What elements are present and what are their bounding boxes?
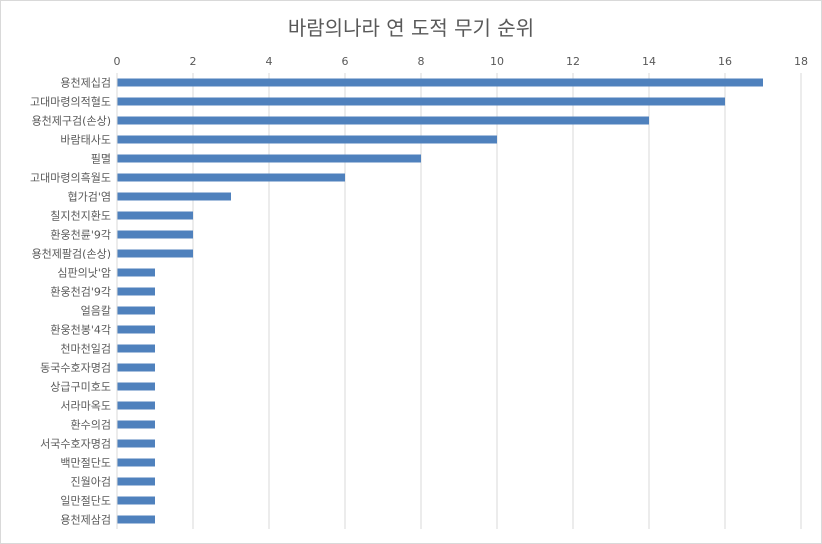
bar	[117, 382, 155, 391]
category-label: 일만절단도	[60, 494, 111, 508]
bar	[117, 439, 155, 448]
x-axis-ticks: 0 2 4 6 8 10 12 14 16 18	[114, 55, 809, 68]
category-label: 얼음칼	[81, 304, 111, 318]
category-label: 천마천일검	[60, 342, 111, 356]
bar	[117, 192, 231, 201]
bar	[117, 458, 155, 467]
category-label: 칠지천지환도	[50, 209, 111, 223]
category-label: 용천제팔검(손상)	[32, 247, 111, 261]
bar	[117, 496, 155, 505]
category-label: 바람태사도	[60, 134, 111, 147]
x-tick-label: 0	[114, 55, 121, 68]
category-label: 용천제삼검	[60, 513, 111, 527]
x-tick-label: 2	[190, 55, 197, 68]
category-label: 환수의검	[71, 419, 111, 432]
category-label: 환웅천륜'9각	[50, 228, 111, 242]
bar	[117, 78, 763, 87]
bar	[117, 420, 155, 429]
x-tick-label: 14	[642, 55, 656, 68]
x-tick-label: 12	[566, 55, 580, 68]
category-label: 상급구미호도	[50, 381, 111, 394]
category-label: 동국수호자명검	[40, 362, 111, 375]
x-tick-label: 18	[794, 55, 808, 68]
bar	[117, 230, 193, 239]
bar	[117, 135, 497, 144]
category-label: 용천제구검(손상)	[32, 114, 111, 128]
bar	[117, 211, 193, 220]
bar	[117, 344, 155, 353]
bar	[117, 306, 155, 315]
category-label: 환웅천검'9각	[50, 285, 111, 299]
bar	[117, 268, 155, 277]
category-label: 고대마령의흑월도	[30, 171, 111, 185]
category-label: 필멸	[91, 153, 111, 166]
chart-title: 바람의나라 연 도적 무기 순위	[287, 16, 535, 40]
category-label: 용천제십검	[60, 76, 111, 90]
category-label: 고대마령의적혈도	[30, 95, 111, 109]
category-label: 환웅천봉'4각	[50, 323, 111, 337]
category-label: 서국수호자명검	[40, 438, 111, 451]
bar	[117, 249, 193, 258]
bar	[117, 173, 345, 182]
bar	[117, 325, 155, 334]
bar	[117, 154, 421, 163]
bar	[117, 515, 155, 524]
bar	[117, 363, 155, 372]
bar	[117, 287, 155, 296]
x-tick-label: 6	[342, 55, 349, 68]
x-tick-label: 16	[718, 55, 732, 68]
x-tick-label: 8	[418, 55, 425, 68]
category-label: 백만절단도	[60, 457, 111, 470]
bars	[117, 78, 763, 524]
category-label: 진월아검	[71, 476, 111, 489]
gridlines	[192, 73, 802, 529]
x-tick-label: 4	[266, 55, 273, 68]
category-label: 서라마옥도	[60, 400, 111, 413]
bar	[117, 97, 725, 106]
bar	[117, 477, 155, 486]
category-label: 심판의낫'암	[57, 267, 111, 280]
bar	[117, 116, 649, 125]
bar	[117, 401, 155, 410]
x-tick-label: 10	[490, 55, 504, 68]
category-label: 협가검'염	[67, 191, 111, 204]
